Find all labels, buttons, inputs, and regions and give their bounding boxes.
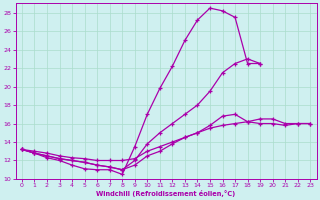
X-axis label: Windchill (Refroidissement éolien,°C): Windchill (Refroidissement éolien,°C): [96, 190, 236, 197]
